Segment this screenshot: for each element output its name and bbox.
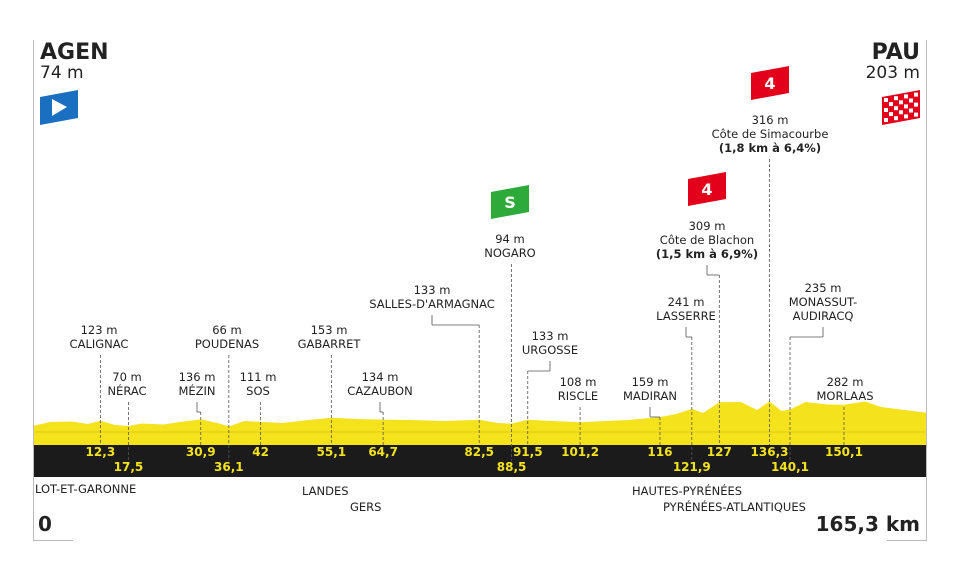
waypoint-km: 42 [252,445,269,459]
finish-altitude: 203 m [865,63,920,83]
waypoint-km: 88,5 [496,460,527,474]
waypoint-altitude: 94 m [495,232,525,246]
waypoint-altitude: 108 m [559,375,597,389]
waypoint-km: 36,1 [213,460,244,474]
waypoint-label: 111 m SOS [240,370,277,398]
waypoint-altitude: 241 m [667,295,705,309]
waypoint-altitude: 133 m [413,283,451,297]
waypoint-name: CAZAUBON [347,384,413,398]
waypoint-km: 140,1 [771,460,809,474]
climb-detail: (1,8 km à 6,4%) [718,141,822,155]
region-label: PYRÉNÉES-ATLANTIQUES [663,500,806,514]
waypoint-label: 123 m CALIGNAC [70,323,129,351]
waypoint-altitude: 153 m [310,323,348,337]
waypoint-altitude: 136 m [178,370,216,384]
distance-start: 0 [38,512,52,536]
waypoint-altitude: 66 m [212,323,242,337]
waypoint-label: 136 m MÉZIN [178,370,215,398]
distance-end: 165,3 km [815,512,920,536]
waypoint-name: Côte de Simacourbe [711,127,829,141]
waypoint-name: MONASSUT- AUDIRACQ [788,295,858,323]
waypoint-km: 64,7 [368,445,398,459]
climb-category-icon: 4 [751,66,789,100]
sprint-icon: S [491,185,529,219]
frame-bottom-right [887,540,927,541]
waypoint-label: 108 m RISCLE [558,375,598,403]
waypoint-km: 150,1 [824,445,863,459]
waypoint-label: 134 m CAZAUBON [347,370,412,398]
waypoint-km: 127 [706,445,732,459]
waypoint-name: SOS [246,384,270,398]
start-altitude: 74 m [40,63,84,83]
frame-bottom-left [33,540,73,541]
region-label: LANDES [302,484,349,498]
badge-text: S [504,193,516,212]
waypoint-name: MÉZIN [178,384,216,398]
climb-category-icon: 4 [688,172,726,206]
waypoint-label: 133 m URGOSSE [522,329,578,357]
waypoint-altitude: 111 m [239,370,277,384]
waypoint-km: 136,3 [750,445,789,459]
waypoint-label: 159 m MADIRAN [623,375,677,403]
waypoint-km: 55,1 [316,445,347,459]
waypoint-km: 12,3 [85,445,116,459]
waypoint-label: 316 m Côte de Simacourbe (1,8 km à 6,4%) [712,113,829,155]
waypoint-name: CALIGNAC [69,337,129,351]
waypoint-label: 309 m Côte de Blachon (1,5 km à 6,9%) [656,219,758,261]
waypoint-km: 91,5 [512,445,543,459]
waypoint-name: NÉRAC [107,384,147,398]
waypoint-label: 66 m POUDENAS [195,323,259,351]
waypoint-name: MORLAAS [816,389,874,403]
waypoint-altitude: 134 m [361,370,399,384]
waypoint-label: 70 m NÉRAC [107,370,146,398]
waypoint-name: Côte de Blachon [659,233,755,247]
waypoint-label: 94 m NOGARO [484,232,535,260]
frame-left [33,40,34,540]
waypoint-km: 121,9 [672,460,711,474]
waypoint-km: 82,5 [464,445,494,459]
climb-detail: (1,5 km à 6,9%) [655,247,759,261]
waypoint-altitude: 123 m [80,323,118,337]
waypoint-name: RISCLE [557,389,599,403]
start-name: AGEN [40,40,109,65]
waypoint-altitude: 309 m [688,219,726,233]
waypoint-altitude: 159 m [631,375,669,389]
waypoint-name: MADIRAN [622,389,678,403]
profile-area [34,401,926,445]
waypoint-name: GABARRET [297,337,361,351]
waypoint-altitude: 70 m [112,370,142,384]
region-label: LOT-ET-GARONNE [35,482,137,496]
waypoint-km: 17,5 [113,460,144,474]
waypoint-name: LASSERRE [656,309,716,323]
waypoint-km: 101,2 [561,445,600,459]
waypoint-name: NOGARO [484,246,536,260]
badge-text: 4 [701,180,712,199]
waypoint-label: 282 m MORLAAS [817,375,874,403]
waypoint-altitude: 282 m [826,375,864,389]
waypoint-altitude: 235 m [804,281,842,295]
waypoint-km: 116 [647,445,673,459]
waypoint-label: 153 m GABARRET [298,323,361,351]
waypoint-label: 241 m LASSERRE [656,295,716,323]
waypoint-altitude: 316 m [751,113,789,127]
waypoint-label: 235 m MONASSUT- AUDIRACQ [789,281,858,323]
waypoint-label: 133 m SALLES-D'ARMAGNAC [369,283,495,311]
region-label: HAUTES-PYRÉNÉES [632,484,743,498]
waypoint-name: URGOSSE [521,343,579,357]
region-label: GERS [350,500,382,514]
badge-text: 4 [764,74,775,93]
distance-band [34,445,926,477]
waypoint-altitude: 133 m [531,329,569,343]
finish-name: PAU [871,40,920,65]
waypoint-km: 30,9 [185,445,216,459]
waypoint-name: SALLES-D'ARMAGNAC [369,297,495,311]
waypoint-name: POUDENAS [194,337,260,351]
frame-right [926,40,927,540]
